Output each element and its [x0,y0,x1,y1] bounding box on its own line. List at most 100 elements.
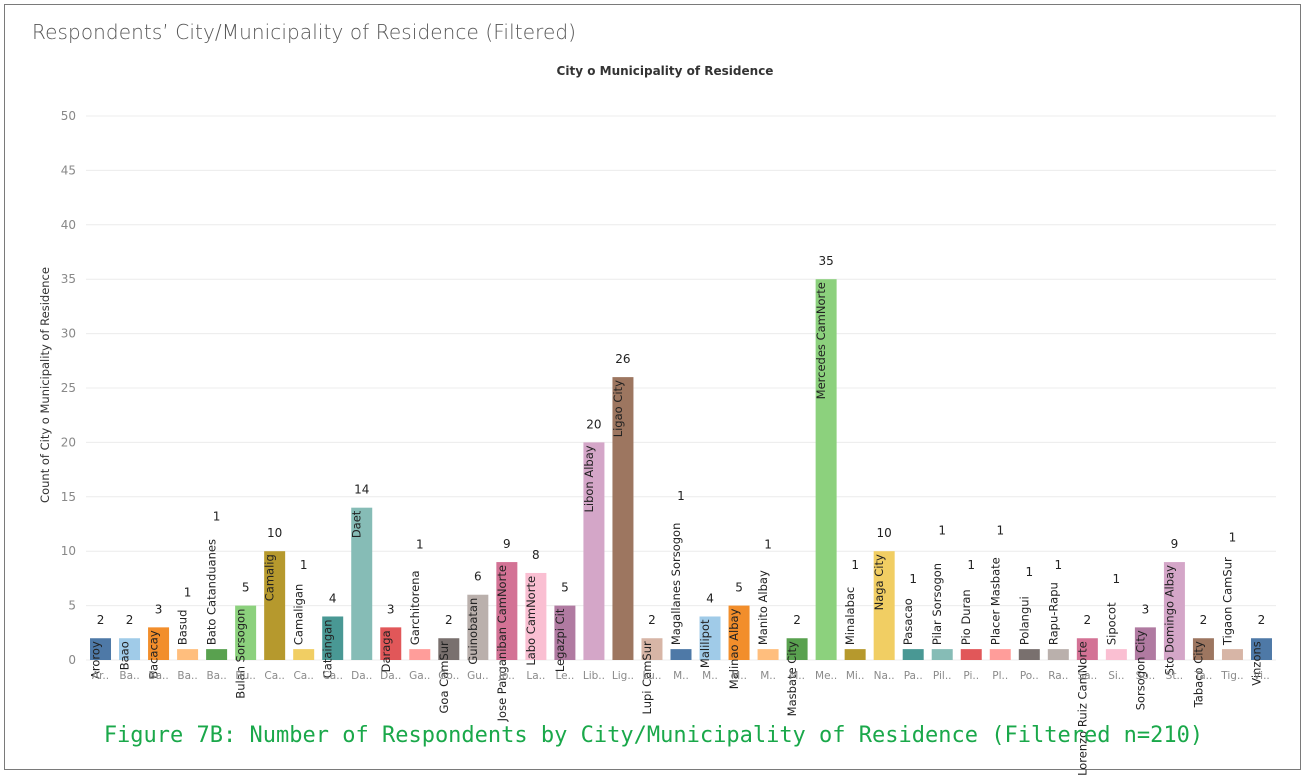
data-label: 1 [1025,565,1033,579]
data-label: 8 [532,548,540,562]
bar [844,649,866,660]
bar-name-label: Malilipot [698,619,712,668]
bar [525,572,547,660]
bar [757,649,779,660]
bar [351,507,373,660]
x-tick-label: Po.. [1020,670,1039,682]
data-label: 4 [329,591,337,605]
data-label: 3 [387,602,395,616]
data-label: 1 [1054,558,1062,572]
bar [438,638,460,660]
bar [931,649,953,660]
data-label: 9 [1171,537,1179,551]
x-tick-label: St.. [1166,670,1183,682]
bar-name-label: Aroroy [89,641,103,679]
y-tick-label: 0 [68,653,76,667]
x-tick-label: Lu.. [642,670,661,682]
bar [380,627,402,660]
bar-name-label: Basud [176,610,190,646]
x-tick-label: Ta.. [1194,670,1213,682]
data-label: 1 [213,510,221,524]
data-label: 1 [416,537,424,551]
chart-title: City o Municipality of Residence [557,64,774,78]
data-label: 1 [300,558,308,572]
bar [1221,649,1243,660]
bar-name-label: Polangui [1017,596,1031,645]
bar-name-label: Labo CamNorte [524,576,538,666]
bar-name-label: Minalabac [843,587,857,645]
bar-name-label: Pio Duran [959,589,973,645]
bar [815,279,837,660]
x-tick-label: Vi.. [1253,670,1270,682]
bar-name-label: Bato Catanduanes [205,539,219,645]
bar [1250,638,1272,660]
x-tick-label: Jo.. [498,670,515,682]
bar [90,638,112,660]
bar-name-label: Sorsogon City [1133,630,1147,710]
y-tick-label: 25 [61,381,76,395]
bar [1105,649,1127,660]
data-label: 2 [1200,613,1208,627]
bar-name-label: Legazpi Cit [553,608,567,672]
data-label: 1 [1229,530,1237,544]
gridlines [86,115,1276,661]
bar [873,551,895,660]
x-tick-label: Ar.. [92,670,109,682]
data-label: 10 [267,526,282,540]
bar [1134,627,1156,660]
bar [1018,649,1040,660]
data-label: 5 [242,581,250,595]
bar-name-label: Daet [350,510,364,538]
y-tick-label: 5 [68,599,76,613]
bar-name-label: Jose Panganiban CamNorte [495,565,509,722]
x-tick-label: Ba.. [148,670,168,682]
bar [1047,649,1069,660]
bar-name-label: Tigaon CamSur [1220,557,1234,646]
bar-name-label: Goa CamSur [437,641,451,714]
x-tick-label: Ca.. [293,670,313,682]
data-label: 35 [818,254,833,268]
bar-name-label: Vinzons [1249,641,1263,685]
data-label: 1 [909,572,917,586]
bar [902,649,924,660]
x-tick-label: Le.. [555,670,574,682]
x-tick-label: Mi.. [846,670,865,682]
x-tick-label: So.. [1136,670,1156,682]
bar-name-label: Guinobatan [466,598,480,665]
x-tick-label: Gu.. [467,670,488,682]
data-label: 1 [764,537,772,551]
bar [293,649,315,660]
x-tick-label: La.. [526,670,545,682]
bar [206,649,228,660]
y-tick-label: 30 [61,327,76,341]
bar-name-label: Cataingan [321,619,335,678]
bar [670,649,692,660]
bar-name-label: Tabaco City [1191,641,1205,708]
bar-name-label: Rapu-Rapu [1046,582,1060,645]
y-tick-label: 35 [61,272,76,286]
bar-name-label: Libon Albay [582,445,596,512]
bar [148,627,170,660]
data-label: 2 [126,613,134,627]
bar-name-label: Magallanes Sorsogon [669,523,683,645]
bar [264,551,286,660]
bar-name-label: Bulan Sorsogon [234,609,248,699]
bar [409,649,431,660]
bar [235,605,257,660]
y-tick-label: 15 [61,490,76,504]
x-tick-label: Lib.. [583,670,605,682]
x-tick-label: Da.. [351,670,372,682]
bar-name-label: San Lorenzo Ruiz CamNorte [1075,641,1089,776]
x-tick-label: Pil.. [933,670,952,682]
bars [90,279,1272,660]
bar [467,594,489,660]
data-label: 1 [938,524,946,538]
figure-caption: Figure 7B: Number of Respondents by City… [103,723,1204,748]
data-label: 1 [184,586,192,600]
x-tick-label: M.. [702,670,718,682]
x-tick-label: Me.. [815,670,837,682]
data-label: 14 [354,483,369,497]
bar-name-label: Placer Masbate [988,557,1002,645]
x-tick-label: M.. [789,670,805,682]
x-tick-label: Lig.. [612,670,634,682]
